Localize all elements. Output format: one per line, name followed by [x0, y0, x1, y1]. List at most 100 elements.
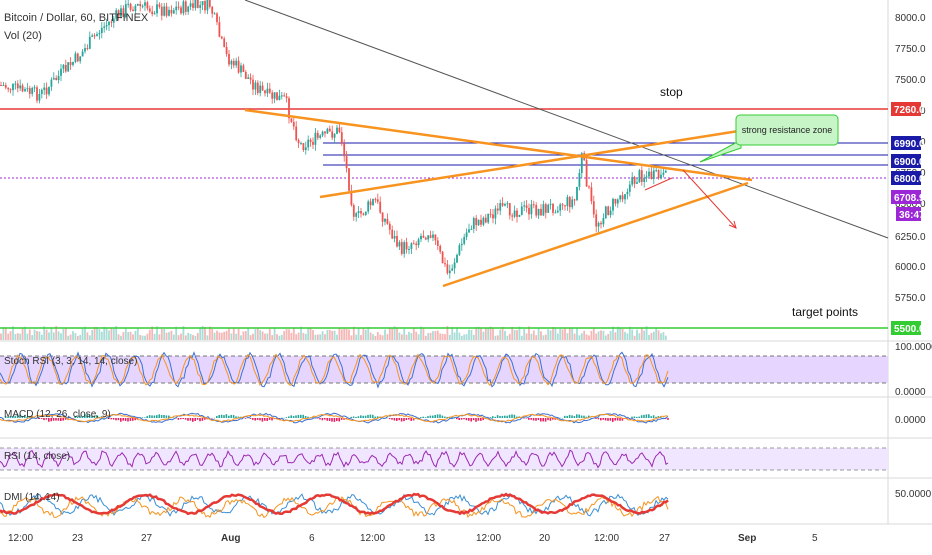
- volume-bar: [98, 329, 101, 340]
- resistance-callout[interactable]: [735, 114, 839, 146]
- volume-bar: [590, 330, 593, 340]
- candle-body: [482, 217, 485, 225]
- macd-bar: [112, 418, 115, 420]
- macd-bar: [427, 416, 429, 418]
- candle-body: [110, 21, 113, 23]
- volume-bar: [7, 333, 10, 340]
- candle-body: [218, 22, 221, 37]
- time-axis[interactable]: 12:00 23 27 Aug 6 12:00 13 12:00 20 12:0…: [8, 533, 818, 544]
- candle-body: [568, 197, 571, 208]
- volume-bar: [136, 328, 139, 340]
- ascending-support-line[interactable]: [442, 181, 749, 288]
- macd-bar: [410, 418, 412, 421]
- stoch-rsi-legend[interactable]: Stoch RSI (3, 3, 14, 14, close): [4, 356, 137, 367]
- macd-bar: [204, 418, 206, 420]
- resistance-price-label[interactable]: [891, 171, 921, 185]
- time-tick: 12:00: [594, 533, 619, 544]
- candle-body: [439, 245, 442, 252]
- macd-bar: [290, 415, 292, 418]
- volume-bar: [583, 330, 586, 340]
- candle-body: [28, 88, 31, 94]
- countdown-label[interactable]: [896, 207, 921, 221]
- candle-body: [540, 208, 542, 216]
- candle-body: [340, 132, 343, 144]
- macd-bar: [187, 418, 189, 421]
- resistance-price-label[interactable]: [891, 136, 921, 150]
- candle-body: [648, 171, 650, 177]
- volume-bar: [528, 326, 530, 340]
- macd-bar: [451, 416, 453, 418]
- candle-body: [631, 176, 634, 185]
- volume-bar: [153, 333, 156, 340]
- candle-body: [7, 87, 10, 90]
- macd-bar: [619, 418, 621, 421]
- volume-bar: [477, 326, 480, 340]
- macd-bar: [163, 414, 165, 418]
- volume-bar: [549, 330, 552, 340]
- target-points-annotation[interactable]: target points: [792, 305, 858, 319]
- rsi-legend[interactable]: RSI (14, close): [4, 451, 70, 462]
- volume-bar: [74, 333, 77, 340]
- candle-body: [333, 133, 336, 138]
- macd-bar: [72, 418, 74, 419]
- macd-bar: [57, 418, 60, 421]
- time-tick: Aug: [221, 533, 240, 544]
- candle-body: [573, 199, 576, 201]
- candle-body: [508, 203, 511, 216]
- macd-bar: [38, 418, 40, 419]
- dmi-legend[interactable]: DMI (14, 14): [4, 492, 60, 503]
- small-projection-arrow[interactable]: [644, 177, 673, 191]
- volume-bar: [643, 330, 646, 340]
- volume-bar: [398, 332, 401, 340]
- projection-arrow[interactable]: [682, 169, 737, 229]
- volume-bar: [520, 335, 523, 340]
- macd-bar: [276, 418, 278, 419]
- macd-bar: [235, 416, 237, 418]
- volume-bar: [175, 326, 178, 340]
- current-price-label[interactable]: [891, 190, 921, 204]
- candle-body: [552, 203, 554, 213]
- candle-body: [230, 60, 233, 65]
- candle-body: [9, 89, 12, 91]
- macd-bar: [292, 416, 295, 418]
- stop-price-label[interactable]: [891, 102, 921, 116]
- volume-bar: [336, 334, 338, 340]
- target-price-label[interactable]: [891, 321, 921, 335]
- ascending-channel-upper-line[interactable]: [319, 128, 746, 199]
- time-tick: 27: [141, 533, 153, 544]
- volume-bar: [482, 331, 485, 340]
- candle-body: [556, 210, 559, 213]
- symbol-title[interactable]: Bitcoin / Dollar, 60, BITFINEX: [4, 12, 149, 24]
- stop-annotation[interactable]: stop: [660, 85, 683, 99]
- macd-bar: [446, 416, 448, 418]
- stop-price-label-text: 7260.0: [894, 105, 925, 116]
- macd-bar: [468, 418, 470, 421]
- volume-bar: [331, 330, 334, 340]
- macd-bar: [650, 416, 652, 418]
- volume-bar: [472, 334, 475, 340]
- volume-legend[interactable]: Vol (20): [4, 30, 42, 42]
- macd-bar: [216, 415, 218, 418]
- descending-trend-line[interactable]: [244, 108, 753, 182]
- price-tick: 7500.0: [895, 75, 926, 86]
- long-downtrend-line[interactable]: [244, 0, 889, 239]
- macd-bar: [268, 418, 271, 420]
- resistance-price-label[interactable]: [891, 154, 921, 168]
- volume-bar: [415, 331, 418, 340]
- volume-bar: [386, 334, 389, 340]
- macd-bar: [261, 418, 264, 422]
- volume-bar: [170, 330, 173, 340]
- macd-bar: [184, 418, 187, 420]
- macd-legend[interactable]: MACD (12, 26, close, 9): [4, 409, 111, 420]
- candle-body: [504, 203, 506, 206]
- volume-bar: [650, 332, 653, 340]
- macd-bar: [494, 416, 496, 418]
- volume-bar: [240, 335, 242, 340]
- macd-bar: [604, 418, 607, 421]
- volume-bar: [624, 331, 626, 340]
- macd-bar: [403, 418, 405, 422]
- macd-bar: [4, 416, 7, 418]
- macd-bar: [271, 418, 273, 421]
